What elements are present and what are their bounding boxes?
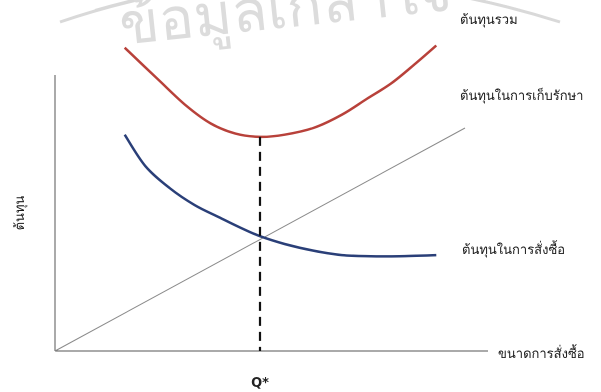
series-ordering-cost-line [123,134,437,258]
watermark-text: ข้อมูลเกล้าใจ [116,0,455,60]
series-total-cost-line [123,44,438,139]
x-axis-label: ขนาดการสั่งซื้อ [498,344,585,362]
series-holding-cost-line [54,127,466,352]
q-star-label: Q* [251,376,269,391]
label-ordering-cost: ต้นทุนในการสั่งซื้อ [462,240,565,258]
label-holding-cost: ต้นทุนในการเก็บรักษา [460,86,583,104]
axes [54,75,488,352]
y-axis-label: ต้นทุน [13,196,28,231]
watermark: ข้อมูลเกล้าใจ [59,0,561,60]
label-total-cost: ต้นทุนรวม [460,13,518,28]
series-layer [54,44,466,352]
